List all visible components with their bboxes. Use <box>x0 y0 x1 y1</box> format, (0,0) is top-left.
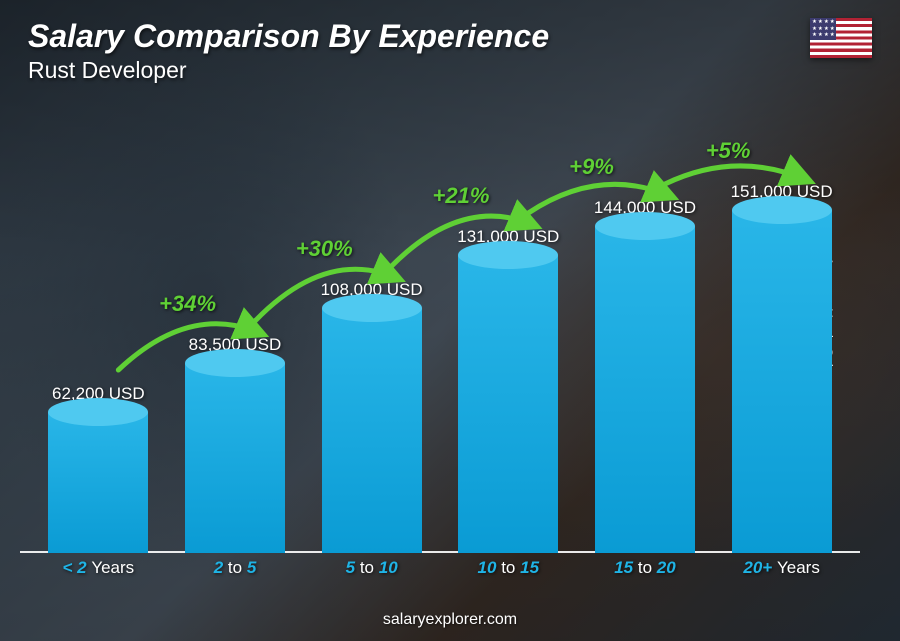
bar <box>185 363 285 553</box>
bar-group: 131,000 USD <box>448 227 568 553</box>
bar-top-ellipse <box>732 196 832 224</box>
footer-attribution: salaryexplorer.com <box>0 611 900 629</box>
bar-group: 108,000 USD <box>312 280 432 553</box>
titles: Salary Comparison By Experience Rust Dev… <box>28 18 549 84</box>
bar-group: 144,000 USD <box>585 198 705 553</box>
bar-body <box>322 308 422 553</box>
header: Salary Comparison By Experience Rust Dev… <box>28 18 872 84</box>
page-title: Salary Comparison By Experience <box>28 18 549 55</box>
bar-group: 62,200 USD <box>38 384 158 553</box>
bar <box>732 210 832 553</box>
bar-top-ellipse <box>48 398 148 426</box>
flag-icon <box>810 18 872 58</box>
x-axis-labels: < 2 Years 2 to 5 5 to 10 10 to 15 15 to 20 20… <box>30 553 850 583</box>
x-axis-label: 15 to 20 <box>585 558 705 578</box>
x-axis-label: 2 to 5 <box>175 558 295 578</box>
bar-body <box>595 226 695 553</box>
bar <box>322 308 422 553</box>
bar-body <box>48 412 148 553</box>
x-axis-label: < 2 Years <box>38 558 158 578</box>
bar <box>595 226 695 553</box>
bars-container: 62,200 USD83,500 USD108,000 USD131,000 U… <box>30 120 850 553</box>
bar-body <box>185 363 285 553</box>
salary-chart: 62,200 USD83,500 USD108,000 USD131,000 U… <box>30 120 850 583</box>
x-axis-label: 20+ Years <box>722 558 842 578</box>
bar-body <box>732 210 832 553</box>
bar-top-ellipse <box>185 349 285 377</box>
x-axis-label: 10 to 15 <box>448 558 568 578</box>
bar-body <box>458 255 558 553</box>
bar-top-ellipse <box>595 212 695 240</box>
bar-group: 83,500 USD <box>175 335 295 553</box>
bar-group: 151,000 USD <box>722 182 842 553</box>
bar <box>458 255 558 553</box>
x-axis-label: 5 to 10 <box>312 558 432 578</box>
bar-top-ellipse <box>322 294 422 322</box>
page-subtitle: Rust Developer <box>28 57 549 84</box>
bar <box>48 412 148 553</box>
bar-top-ellipse <box>458 241 558 269</box>
